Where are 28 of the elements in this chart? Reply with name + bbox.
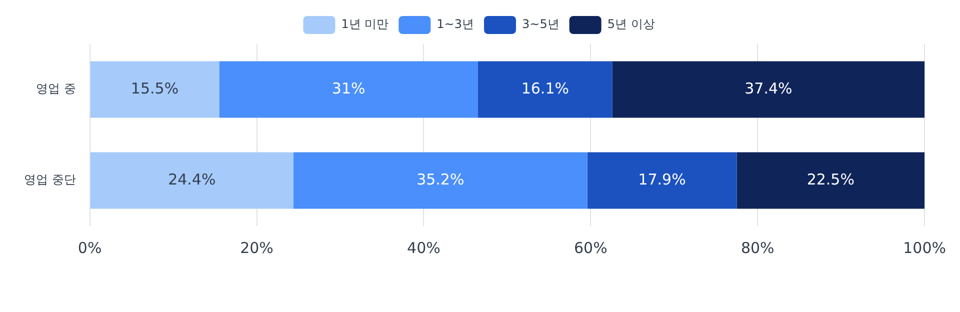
legend-label: 5년 이상 xyxy=(607,17,655,32)
x-tick-label: 20% xyxy=(240,238,274,257)
y-tick-label: 영업 중 xyxy=(36,82,76,96)
data-label: 15.5% xyxy=(130,79,179,98)
bar xyxy=(219,61,478,118)
data-label: 16.1% xyxy=(521,79,569,98)
bar xyxy=(293,152,588,209)
legend-label: 1년 미만 xyxy=(341,17,389,32)
bar xyxy=(736,152,925,209)
legend-label: 1~3년 xyxy=(436,17,474,32)
data-label: 35.2% xyxy=(416,170,464,188)
y-tick-label: 영업 중단 xyxy=(24,172,76,187)
data-label: 22.5% xyxy=(806,170,854,188)
data-label: 17.9% xyxy=(638,170,686,188)
bar xyxy=(612,61,925,118)
data-label: 31% xyxy=(332,79,366,98)
data-label: 24.4% xyxy=(168,170,216,188)
x-tick-label: 100% xyxy=(903,238,946,257)
bar xyxy=(90,61,220,118)
x-tick-label: 80% xyxy=(740,238,774,257)
data-label: 37.4% xyxy=(744,79,792,98)
bar xyxy=(478,61,612,118)
x-tick-label: 60% xyxy=(574,238,608,257)
x-tick-label: 40% xyxy=(407,238,440,257)
legend-label: 3~5년 xyxy=(522,17,560,32)
bar xyxy=(90,152,294,209)
x-tick-label: 0% xyxy=(78,238,102,257)
bar xyxy=(587,152,737,209)
